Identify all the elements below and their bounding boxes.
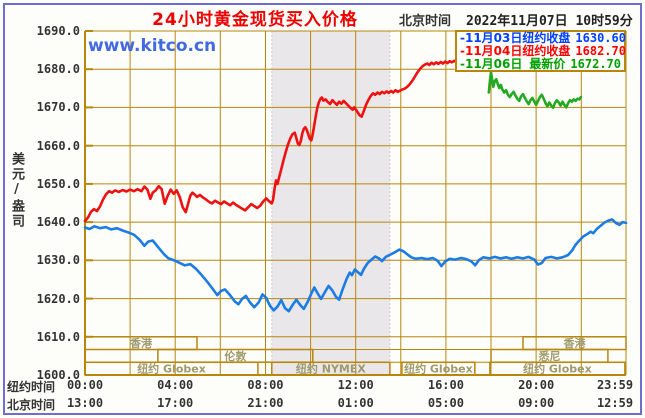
time-tick-label: 12:00 [337,378,374,392]
legend-row-nov06: -11月06日 最新价 1672.70 [460,58,621,70]
session-label: 香港 [129,336,153,350]
y-tick-label: 1670.0 [36,100,80,115]
time-tick-label: 05:00 [427,396,464,410]
legend-row-nov03: -11月03日 纽约收盘 1630.60 [460,31,626,46]
y-tick-label: 1620.0 [36,291,80,306]
y-tick-label: 1680.0 [36,62,80,77]
time-row-label: 北京时间 [7,398,56,412]
time-tick-label: 17:00 [157,396,194,410]
y-tick-label: 1650.0 [36,176,80,191]
kitco-watermark: www.kitco.cn [88,36,217,56]
time-tick-label: 21:00 [247,396,284,410]
legend-value: 1630.60 [575,31,626,46]
y-tick-label: 1660.0 [36,138,80,153]
legend-date: -11月04日 [460,43,523,58]
price-line-11月03日 [83,218,628,313]
session-label: 悉尼 [538,349,561,363]
y-tick-label: 1610.0 [36,329,80,344]
legend-row-nov04: -11月04日 纽约收盘 1682.70 [460,43,626,58]
legend-value-group: 纽约收盘 1682.70 [522,43,626,58]
time-tick-label: 00:00 [66,378,104,392]
page-title: 24小时黄金现货买入价格 [152,10,358,30]
time-row-label: 纽约时间 [7,380,56,394]
legend-value-group: 纽约收盘 1630.60 [522,31,626,46]
y-tick-label: 1600.0 [36,368,80,382]
time-tick-label: 04:00 [157,378,194,392]
legend-date: -11月06日 [460,56,523,71]
nymex-session-band [271,31,390,375]
session-label: 纽约 Globex [523,362,592,376]
price-line-11月06日 [487,71,583,110]
legend-value-group: 最新价 1672.70 [529,56,621,71]
price-line-11月04日 [83,57,470,223]
time-tick-label: 13:00 [66,396,104,410]
session-label: 香港 [563,336,587,350]
time-tick-label: 01:00 [337,396,374,410]
y-axis-unit-label: 美元/盎司 [9,152,24,229]
datetime-stamp: 2022年11月07日 10时59分 [466,14,633,29]
legend: -11月03日 纽约收盘 1630.60 -11月04日 纽约收盘 1682.70 … [455,30,626,72]
y-tick-label: 1640.0 [36,215,80,230]
time-tick-label: 12:59 [596,396,634,410]
time-tick-label: 09:00 [518,396,555,410]
legend-value: 1672.70 [570,56,621,71]
legend-date: -11月03日 [460,31,523,46]
beijing-time-label: 北京时间 [399,14,452,29]
legend-value: 1682.70 [575,43,626,58]
time-tick-label: 20:00 [518,378,555,392]
time-tick-label: 16:00 [427,378,464,392]
session-label: 纽约 Globex [404,362,473,376]
time-tick-label: 23:59 [596,378,634,392]
session-label: 纽约 Globex [137,362,206,376]
y-tick-label: 1690.0 [36,24,80,38]
time-tick-label: 08:00 [247,378,284,392]
session-label: 伦敦 [224,349,247,363]
session-label: 纽约 NYMEX [296,362,366,376]
y-tick-label: 1630.0 [36,253,80,268]
